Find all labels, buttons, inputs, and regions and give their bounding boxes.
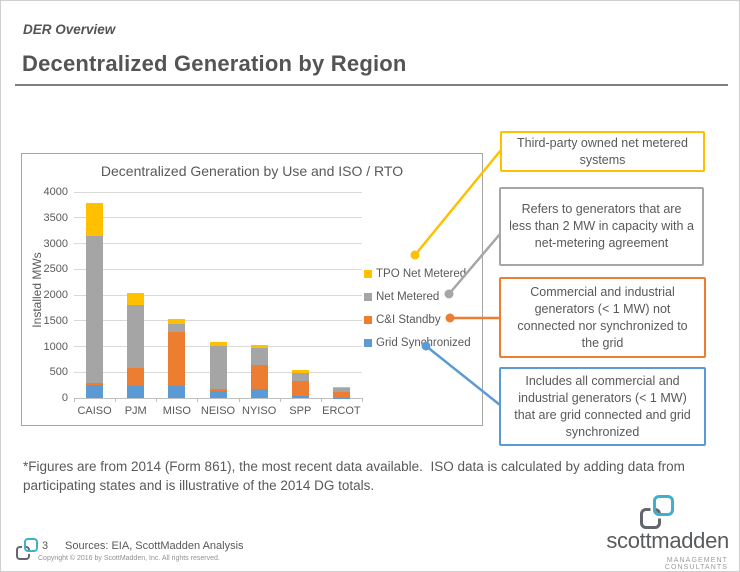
bar-segment-caiso-tpo-net-metered xyxy=(86,203,104,236)
legend-swatch-icon xyxy=(364,315,372,324)
bar-segment-pjm-grid-synchronized xyxy=(127,385,145,398)
y-tick-label: 4000 xyxy=(43,186,68,198)
gridline xyxy=(74,243,362,244)
legend-swatch-icon xyxy=(364,269,372,278)
legend-swatch-icon xyxy=(364,338,372,347)
gridline xyxy=(74,191,362,193)
bar-segment-neiso-c-i-standby xyxy=(209,389,227,392)
x-tick-label-pjm: PJM xyxy=(124,405,147,417)
y-tick-label: 0 xyxy=(61,392,68,404)
bar-segment-pjm-tpo-net-metered xyxy=(127,293,145,306)
bar-segment-ercot-c-i-standby xyxy=(332,392,350,398)
x-axis-tick-mark xyxy=(238,398,240,402)
y-tick-label: 500 xyxy=(49,366,68,379)
callout-net-metered: Refers to generators that are less than … xyxy=(499,187,704,266)
callout-ci-standby-text: Commercial and industrial generators (< … xyxy=(517,284,688,350)
bar-segment-caiso-c-i-standby xyxy=(86,383,104,386)
logo-gray-square-icon xyxy=(640,508,661,529)
x-tick-label-neiso: NEISO xyxy=(200,405,236,417)
bar-segment-neiso-tpo-net-metered xyxy=(209,341,227,346)
x-tick-label-caiso: CAISO xyxy=(77,405,112,417)
callout-net-metered-text: Refers to generators that are less than … xyxy=(509,202,694,250)
callout-tpo-text: Third-party owned net metered systems xyxy=(517,135,688,167)
bar-segment-spp-grid-synchronized xyxy=(291,396,309,398)
plot-area xyxy=(74,191,362,399)
logo-teal-square-icon xyxy=(653,495,674,516)
y-tick-label: 1000 xyxy=(43,340,68,353)
x-axis-tick-mark xyxy=(279,398,281,402)
bar-segment-ercot-grid-synchronized xyxy=(332,397,350,398)
bar-segment-nyiso-net-metered xyxy=(250,347,268,366)
bar-segment-ercot-net-metered xyxy=(332,388,350,393)
bar-segment-ercot-tpo-net-metered xyxy=(332,387,350,389)
y-tick-label: 2000 xyxy=(43,289,68,301)
section-label: DER Overview xyxy=(23,22,116,37)
chart-legend: TPO Net Metered Net Metered C&I Standby Gri… xyxy=(364,262,471,354)
y-tick-label: 2500 xyxy=(43,263,68,276)
legend-label: Grid Synchronized xyxy=(376,336,471,349)
chart-title: Decentralized Generation by Use and ISO … xyxy=(100,163,404,179)
bar-segment-nyiso-grid-synchronized xyxy=(250,388,268,398)
x-axis-tick-mark xyxy=(156,398,158,402)
callout-tpo-net-metered: Third-party owned net metered systems xyxy=(500,131,705,172)
bar-segment-miso-grid-synchronized xyxy=(168,386,186,398)
x-tick-label-spp: SPP xyxy=(289,405,312,417)
chart-frame: Decentralized Generation by Use and ISO … xyxy=(21,153,483,426)
legend-swatch-icon xyxy=(364,292,372,301)
bar-segment-spp-net-metered xyxy=(291,372,309,382)
legend-item-net-metered: Net Metered xyxy=(364,285,471,308)
bar-segment-miso-net-metered xyxy=(168,323,186,332)
title-divider xyxy=(15,84,728,86)
y-tick-label: 3500 xyxy=(43,211,68,224)
footnote: *Figures are from 2014 (Form 861), the m… xyxy=(23,459,689,493)
bar-segment-caiso-net-metered xyxy=(86,235,104,384)
logo-teal-square-icon xyxy=(24,538,38,552)
x-tick-label-miso: MISO xyxy=(162,405,191,417)
legend-item-tpo-net-metered: TPO Net Metered xyxy=(364,262,471,285)
gridline xyxy=(74,294,362,296)
bar-segment-miso-tpo-net-metered xyxy=(168,319,186,324)
x-axis-tick-mark xyxy=(197,398,199,402)
bar-segment-nyiso-c-i-standby xyxy=(250,365,268,389)
gridline xyxy=(74,217,362,219)
scottmadden-tagline: MANAGEMENT CONSULTANTS xyxy=(664,557,728,571)
scottmadden-mark-icon xyxy=(640,495,674,529)
bar-segment-spp-c-i-standby xyxy=(291,381,309,397)
y-tick-label: 3000 xyxy=(43,237,68,250)
bar-segment-caiso-grid-synchronized xyxy=(86,385,104,398)
legend-item-c-i-standby: C&I Standby xyxy=(364,308,471,331)
x-axis-tick-mark xyxy=(74,398,75,402)
page-title: Decentralized Generation by Region xyxy=(22,51,407,76)
scottmadden-wordmark: scottmadden xyxy=(606,528,729,553)
page-number: 3 xyxy=(42,540,49,552)
y-tick-label: 1500 xyxy=(43,314,68,327)
bar-segment-neiso-grid-synchronized xyxy=(209,391,227,398)
scottmadden-mark-small-icon xyxy=(16,538,38,560)
bar-segment-nyiso-tpo-net-metered xyxy=(250,344,268,348)
legend-label: C&I Standby xyxy=(376,313,441,326)
callout-grid-synchronized: Includes all commercial and industrial g… xyxy=(499,367,706,446)
gridline xyxy=(74,268,362,270)
x-tick-label-nyiso: NYISO xyxy=(242,405,277,417)
legend-item-grid-synchronized: Grid Synchronized xyxy=(364,331,471,354)
copyright-note: Copyright © 2016 by ScottMadden, Inc. Al… xyxy=(38,555,220,562)
gridline xyxy=(74,397,362,399)
logo-gray-square-icon xyxy=(16,546,30,560)
x-axis-tick-mark xyxy=(115,398,117,402)
callout-grid-synchronized-text: Includes all commercial and industrial g… xyxy=(514,373,691,439)
x-axis-tick-mark xyxy=(362,398,363,402)
legend-label: Net Metered xyxy=(376,290,440,303)
bar-segment-pjm-net-metered xyxy=(127,305,145,369)
sources-note: Sources: EIA, ScottMadden Analysis xyxy=(65,540,244,552)
callout-ci-standby: Commercial and industrial generators (< … xyxy=(499,277,706,358)
bar-segment-neiso-net-metered xyxy=(209,346,227,390)
bar-segment-pjm-c-i-standby xyxy=(127,368,145,386)
x-axis-tick-mark xyxy=(320,398,322,402)
bar-segment-spp-tpo-net-metered xyxy=(291,370,309,373)
legend-label: TPO Net Metered xyxy=(376,267,467,280)
bar-segment-miso-c-i-standby xyxy=(168,331,186,387)
x-tick-label-ercot: ERCOT xyxy=(322,405,361,417)
gridline xyxy=(74,320,362,322)
